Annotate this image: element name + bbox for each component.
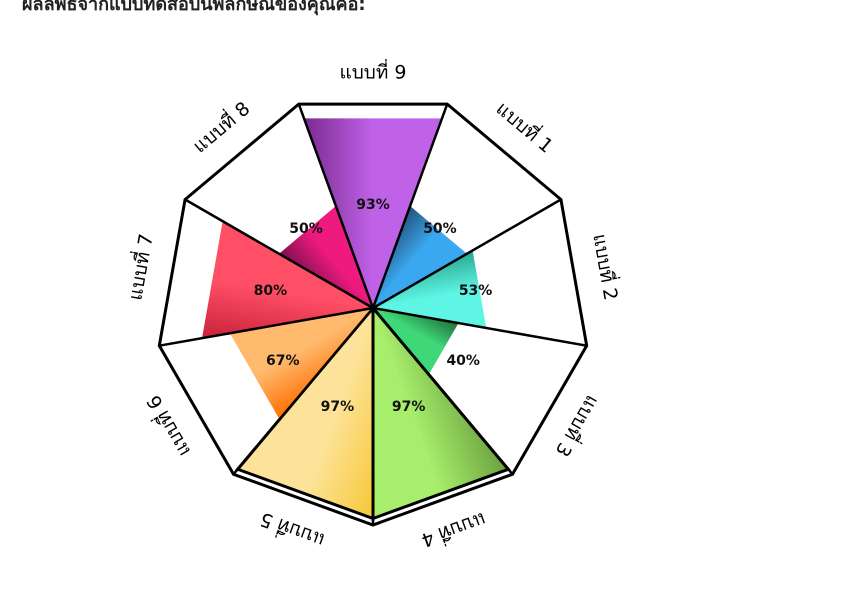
- value-label: 53%: [459, 283, 493, 299]
- spoke-line: [297, 103, 375, 309]
- spoke-line: [372, 198, 562, 310]
- value-label: 50%: [423, 221, 457, 237]
- sector-bar-2: [373, 250, 487, 328]
- category-label: แบบที่ 4: [418, 507, 490, 553]
- spoke-line: [372, 307, 514, 476]
- value-label: 50%: [289, 221, 323, 237]
- spoke-line: [371, 103, 449, 309]
- sector-bar-3: [373, 308, 459, 375]
- sector-bar-7: [202, 221, 373, 339]
- value-label: 80%: [254, 283, 288, 299]
- sector-bar-1: [373, 206, 467, 308]
- spoke-line: [159, 306, 374, 347]
- category-label: แบบที่ 6: [140, 391, 195, 462]
- category-label: แบบที่ 5: [256, 507, 328, 553]
- category-label: แบบที่ 9: [339, 59, 406, 84]
- category-label: แบบที่ 3: [551, 391, 606, 462]
- sector-bar-8: [279, 206, 373, 308]
- sector-bar-6: [229, 308, 373, 420]
- value-label: 67%: [266, 353, 300, 369]
- value-label: 97%: [392, 399, 426, 415]
- category-label: แบบที่ 7: [121, 232, 157, 302]
- sector-dividers: [159, 103, 587, 525]
- spoke-line: [184, 198, 374, 310]
- spoke-line: [372, 306, 587, 347]
- value-labels: 93% 50% 53% 40% 97% 97% 67% 80% 50%: [254, 197, 493, 415]
- spoke-line: [232, 307, 374, 476]
- results-heading: ผลลัพธ์จากแบบทดสอบนพลักษณ์ของคุณคือ:: [22, 0, 366, 15]
- value-label: 97%: [321, 399, 355, 415]
- sector-bar-9: [303, 118, 443, 309]
- category-label: แบบที่ 2: [588, 232, 624, 302]
- value-label: 40%: [446, 353, 480, 369]
- value-label: 93%: [356, 197, 390, 213]
